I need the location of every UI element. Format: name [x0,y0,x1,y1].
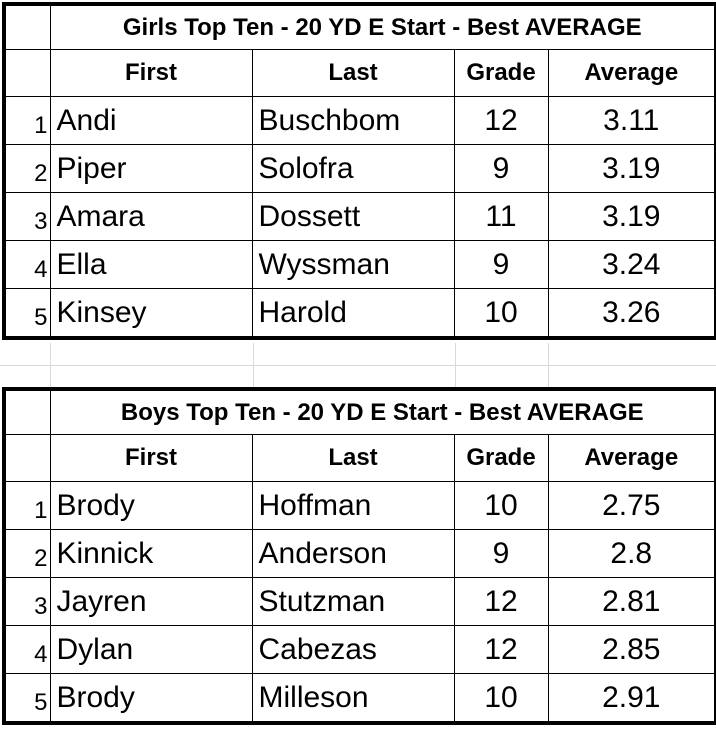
table-title[interactable]: Girls Top Ten - 20 YD E Start - Best AVE… [49,3,716,50]
rank-cell[interactable]: 1 [3,96,51,145]
table-row: 5 Kinsey Harold 10 3.26 [3,288,716,339]
rank-cell[interactable]: 3 [3,192,51,241]
first-name-cell[interactable]: Amara [49,192,253,241]
grade-cell[interactable]: 10 [453,481,549,530]
rank-label: 3 [34,593,48,620]
grid-line [0,365,716,366]
last-name-cell[interactable]: Buschbom [251,96,455,145]
rank-label: 5 [34,689,48,716]
header-row: First Last Grade Average [3,49,716,97]
first-name-cell[interactable]: Kinnick [49,529,253,578]
header-row: First Last Grade Average [3,434,716,482]
last-name-cell[interactable]: Stutzman [251,577,455,626]
rank-cell[interactable]: 3 [3,577,51,626]
header-grade[interactable]: Grade [453,434,549,482]
header-last[interactable]: Last [251,434,455,482]
spreadsheet-grid-gap [0,343,716,387]
table-row: 3 Jayren Stutzman 12 2.81 [3,577,716,626]
first-name-cell[interactable]: Dylan [49,625,253,674]
last-name-cell[interactable]: Dossett [251,192,455,241]
table-row: 3 Amara Dossett 11 3.19 [3,192,716,241]
grade-cell[interactable]: 9 [453,240,549,289]
rank-label: 4 [34,641,48,668]
grade-cell[interactable]: 12 [453,577,549,626]
table-row: 2 Piper Solofra 9 3.19 [3,144,716,193]
table-title[interactable]: Boys Top Ten - 20 YD E Start - Best AVER… [49,388,716,435]
rank-cell[interactable]: 5 [3,673,51,724]
rank-label: 5 [34,304,48,331]
table-row: 2 Kinnick Anderson 9 2.8 [3,529,716,578]
first-name-cell[interactable]: Kinsey [49,288,253,339]
first-name-cell[interactable]: Brody [49,673,253,724]
header-grade[interactable]: Grade [453,49,549,97]
rank-label: 1 [34,112,48,139]
average-cell[interactable]: 3.11 [547,96,716,145]
row-number-cell[interactable] [3,434,51,482]
last-name-cell[interactable]: Milleson [251,673,455,724]
table-title-row: Girls Top Ten - 20 YD E Start - Best AVE… [3,3,716,50]
last-name-cell[interactable]: Hoffman [251,481,455,530]
corner-cell[interactable] [3,388,51,435]
header-first[interactable]: First [49,434,253,482]
average-cell[interactable]: 2.91 [547,673,716,724]
last-name-cell[interactable]: Wyssman [251,240,455,289]
rank-cell[interactable]: 4 [3,625,51,674]
average-cell[interactable]: 3.24 [547,240,716,289]
first-name-cell[interactable]: Jayren [49,577,253,626]
last-name-cell[interactable]: Anderson [251,529,455,578]
rank-label: 1 [34,497,48,524]
average-cell[interactable]: 3.19 [547,192,716,241]
rank-label: 4 [34,256,48,283]
grade-cell[interactable]: 12 [453,96,549,145]
girls-leaderboard-table: Girls Top Ten - 20 YD E Start - Best AVE… [2,2,716,340]
average-cell[interactable]: 3.26 [547,288,716,339]
header-first[interactable]: First [49,49,253,97]
header-average[interactable]: Average [547,49,716,97]
last-name-cell[interactable]: Solofra [251,144,455,193]
rank-label: 2 [34,160,48,187]
average-cell[interactable]: 2.8 [547,529,716,578]
table-row: 1 Andi Buschbom 12 3.11 [3,96,716,145]
grade-cell[interactable]: 9 [453,529,549,578]
last-name-cell[interactable]: Harold [251,288,455,339]
grade-cell[interactable]: 10 [453,673,549,724]
average-cell[interactable]: 2.85 [547,625,716,674]
average-cell[interactable]: 2.81 [547,577,716,626]
rank-label: 2 [34,545,48,572]
average-cell[interactable]: 2.75 [547,481,716,530]
rank-label: 3 [34,208,48,235]
first-name-cell[interactable]: Brody [49,481,253,530]
table-row: 4 Dylan Cabezas 12 2.85 [3,625,716,674]
grade-cell[interactable]: 9 [453,144,549,193]
grade-cell[interactable]: 11 [453,192,549,241]
table-row: 4 Ella Wyssman 9 3.24 [3,240,716,289]
corner-cell[interactable] [3,3,51,50]
first-name-cell[interactable]: Piper [49,144,253,193]
last-name-cell[interactable]: Cabezas [251,625,455,674]
grade-cell[interactable]: 12 [453,625,549,674]
rank-cell[interactable]: 2 [3,144,51,193]
grade-cell[interactable]: 10 [453,288,549,339]
rank-cell[interactable]: 1 [3,481,51,530]
table-row: 1 Brody Hoffman 10 2.75 [3,481,716,530]
rank-cell[interactable]: 2 [3,529,51,578]
first-name-cell[interactable]: Andi [49,96,253,145]
header-average[interactable]: Average [547,434,716,482]
first-name-cell[interactable]: Ella [49,240,253,289]
rank-cell[interactable]: 4 [3,240,51,289]
boys-leaderboard-table: Boys Top Ten - 20 YD E Start - Best AVER… [2,387,716,725]
average-cell[interactable]: 3.19 [547,144,716,193]
rank-cell[interactable]: 5 [3,288,51,339]
header-last[interactable]: Last [251,49,455,97]
row-number-cell[interactable] [3,49,51,97]
table-title-row: Boys Top Ten - 20 YD E Start - Best AVER… [3,388,716,435]
table-row: 5 Brody Milleson 10 2.91 [3,673,716,724]
